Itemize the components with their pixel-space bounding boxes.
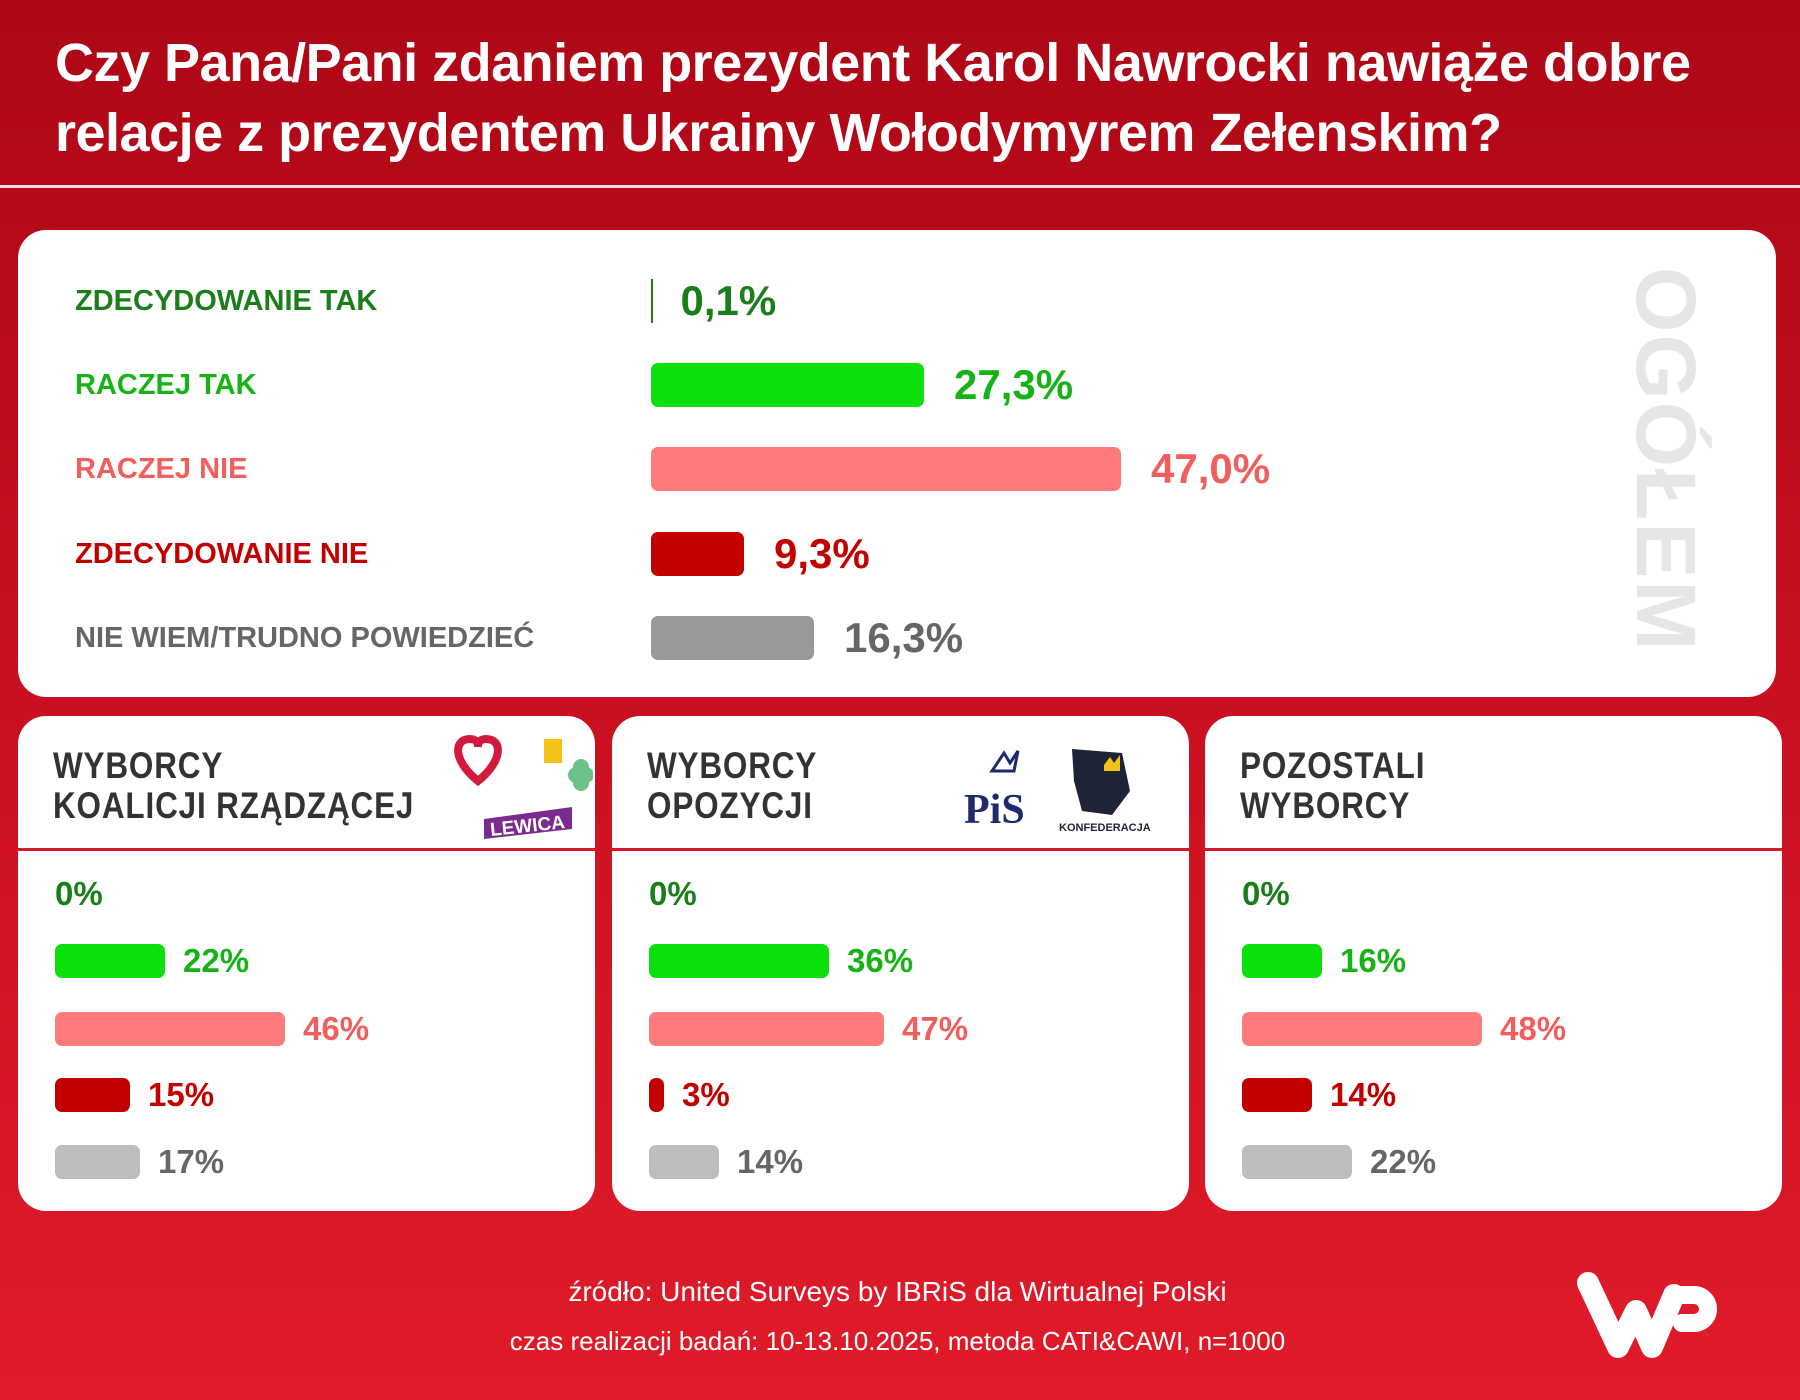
value-label: 22% [183, 942, 250, 979]
group-divider [1205, 848, 1782, 851]
chart-title: Czy Pana/Pani zdaniem prezydent Karol Na… [55, 33, 1691, 163]
value-label: 9,3% [774, 530, 870, 577]
group-row-strongly-yes: 0% [1205, 877, 1782, 911]
group-title: POZOSTALI WYBORCY [1240, 745, 1426, 826]
trzecia-droga-logo-icon [544, 739, 562, 763]
value-label: 15% [148, 1076, 215, 1113]
method-note: czas realizacji badań: 10-13.10.2025, me… [509, 1326, 1286, 1356]
overall-bar-strongly-yes [651, 279, 653, 323]
category-label: NIE WIEM/TRUDNO POWIEDZIEĆ [75, 622, 535, 654]
overall-bar-dont-know [651, 616, 814, 660]
value-label: 0% [649, 875, 697, 912]
coalition-party-logos: LEWICA [454, 734, 593, 841]
value-label: 47% [902, 1010, 969, 1047]
group-bar-dont-know [1242, 1145, 1352, 1179]
overall-row-strongly-no: ZDECYDOWANIE NIE 9,3% [18, 532, 1518, 576]
opposition-party-logos: PiS KONFEDERACJA [964, 749, 1151, 834]
group-card-coalition: WYBORCY KOALICJI RZĄDZĄCEJ LEWICA 0% 22% 46… [18, 716, 595, 1211]
overall-card: ZDECYDOWANIE TAK 0,1% RACZEJ TAK 27,3% RAC… [18, 230, 1776, 697]
group-bar-rather-no [1242, 1012, 1482, 1046]
value-label: 3% [682, 1076, 730, 1113]
lewica-logo-text: LEWICA [489, 812, 566, 841]
group-bar-rather-yes [1242, 944, 1322, 978]
group-row-rather-no: 46% [18, 1012, 595, 1046]
value-label: 47,0% [1151, 445, 1271, 492]
overall-row-strongly-yes: ZDECYDOWANIE TAK 0,1% [18, 279, 1518, 323]
group-bar-dont-know [55, 1145, 140, 1179]
heart-logo-icon [454, 734, 502, 787]
value-label: 36% [847, 942, 914, 979]
konfederacja-logo-text: KONFEDERACJA [1059, 822, 1151, 834]
group-row-strongly-no: 3% [612, 1078, 1189, 1112]
value-label: 22% [1370, 1143, 1437, 1180]
category-label: RACZEJ NIE [75, 453, 248, 485]
wp-logo-icon [1577, 1272, 1717, 1358]
group-row-rather-yes: 36% [612, 944, 1189, 978]
group-bar-rather-no [649, 1012, 884, 1046]
overall-row-rather-yes: RACZEJ TAK 27,3% [18, 363, 1518, 407]
group-divider [18, 848, 595, 851]
value-label: 0% [1242, 875, 1290, 912]
overall-bar-rather-yes [651, 363, 924, 407]
group-title: WYBORCY KOALICJI RZĄDZĄCEJ [53, 745, 415, 826]
group-card-others: POZOSTALI WYBORCY 0% 16% 48% 14% 22% [1205, 716, 1782, 1211]
category-label: ZDECYDOWANIE TAK [75, 285, 378, 317]
value-label: 14% [737, 1143, 804, 1180]
value-label: 48% [1500, 1010, 1567, 1047]
category-label: ZDECYDOWANIE NIE [75, 538, 369, 570]
konfederacja-logo-icon [1072, 749, 1130, 815]
group-row-strongly-no: 14% [1205, 1078, 1782, 1112]
group-row-strongly-yes: 0% [18, 877, 595, 911]
title-divider [0, 185, 1800, 188]
group-row-rather-yes: 16% [1205, 944, 1782, 978]
group-row-rather-no: 47% [612, 1012, 1189, 1046]
group-row-dont-know: 17% [18, 1145, 595, 1179]
value-label: 0% [55, 875, 103, 912]
category-label: RACZEJ TAK [75, 369, 257, 401]
overall-bar-rather-no [651, 447, 1121, 491]
group-bar-rather-yes [649, 944, 829, 978]
overall-row-rather-no: RACZEJ NIE 47,0% [18, 447, 1518, 491]
pis-logo-text: PiS [964, 787, 1025, 833]
overall-label: OGÓŁEM [1619, 267, 1713, 653]
overall-row-dont-know: NIE WIEM/TRUDNO POWIEDZIEĆ 16,3% [18, 616, 1518, 660]
group-bar-dont-know [649, 1145, 719, 1179]
pis-eagle-icon [989, 750, 1020, 773]
group-row-strongly-yes: 0% [612, 877, 1189, 911]
source-note: źródło: United Surveys by IBRiS dla Wirt… [568, 1276, 1227, 1307]
group-row-dont-know: 14% [612, 1145, 1189, 1179]
group-divider [612, 848, 1189, 851]
overall-bar-strongly-no [651, 532, 744, 576]
value-label: 17% [158, 1143, 225, 1180]
value-label: 14% [1330, 1076, 1397, 1113]
group-bar-strongly-no [1242, 1078, 1312, 1112]
group-bar-rather-no [55, 1012, 285, 1046]
group-bar-strongly-no [55, 1078, 130, 1112]
value-label: 0,1% [680, 277, 777, 324]
value-label: 16,3% [844, 614, 964, 661]
group-row-rather-no: 48% [1205, 1012, 1782, 1046]
group-row-rather-yes: 22% [18, 944, 595, 978]
group-bar-rather-yes [55, 944, 165, 978]
group-bar-strongly-no [649, 1078, 664, 1112]
value-label: 16% [1340, 942, 1407, 979]
group-row-strongly-no: 15% [18, 1078, 595, 1112]
value-label: 46% [303, 1010, 370, 1047]
value-label: 27,3% [954, 361, 1074, 408]
group-card-opposition: WYBORCY OPOZYCJI PiS KONFEDERACJA 0% 36% 47… [612, 716, 1189, 1211]
group-title: WYBORCY OPOZYCJI [647, 745, 818, 826]
group-row-dont-know: 22% [1205, 1145, 1782, 1179]
